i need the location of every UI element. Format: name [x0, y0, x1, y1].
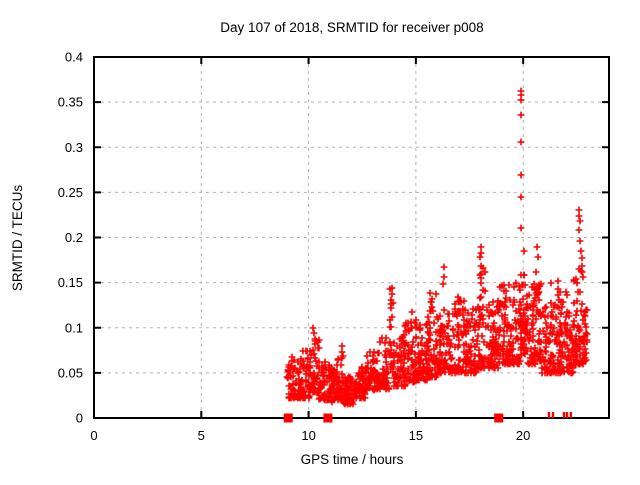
y-tick-label: 0.1: [65, 320, 83, 335]
zero-value-square: [494, 413, 504, 423]
zero-value-square: [323, 413, 333, 423]
data-points: [283, 264, 591, 408]
plot-area: 0 5 10 15 20 0 0.05 0.1 0.15 0.2 0.25 0.3 0.35 0.4: [58, 50, 610, 443]
x-tick-label: 20: [516, 428, 530, 443]
x-tick-label: 5: [198, 428, 205, 443]
zero-value-square: [283, 413, 293, 423]
y-tick-label: 0.4: [65, 50, 83, 65]
zero-value-bar: [551, 412, 555, 418]
y-tick-label: 0.35: [58, 95, 83, 110]
y-tick-label: 0.2: [65, 230, 83, 245]
x-tick-label: 15: [409, 428, 423, 443]
y-tick-label: 0.25: [58, 185, 83, 200]
y-tick-label: 0: [76, 411, 83, 426]
zero-value-bar: [562, 412, 566, 418]
y-tick-label: 0.15: [58, 275, 83, 290]
y-tick-label: 0.05: [58, 365, 83, 380]
spike-data-points: [309, 87, 590, 344]
x-tick-label: 0: [90, 428, 97, 443]
zero-value-bar: [569, 412, 573, 418]
x-tick-label: 10: [301, 428, 315, 443]
y-tick-label: 0.3: [65, 140, 83, 155]
zero-value-bar: [565, 412, 569, 418]
y-axis-label: SRMTID / TECUs: [10, 185, 25, 292]
chart-title: Day 107 of 2018, SRMTID for receiver p00…: [220, 20, 483, 35]
x-axis-label: GPS time / hours: [301, 452, 404, 467]
zero-value-bar: [547, 412, 551, 418]
